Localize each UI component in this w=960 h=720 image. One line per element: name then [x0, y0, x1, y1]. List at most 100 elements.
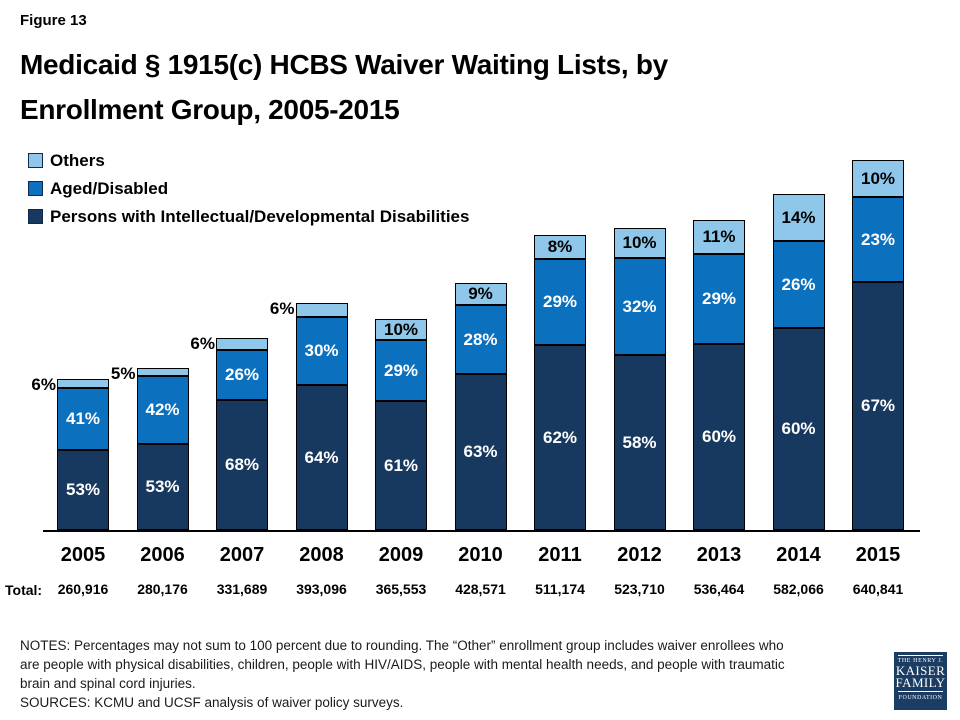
segment-2013-idd: 60%: [693, 344, 745, 530]
legend-swatch-aged-disabled-icon: [28, 181, 43, 196]
bar-column-2011: 8% 29% 62%: [534, 235, 586, 530]
legend-swatch-others-icon: [28, 153, 43, 168]
total-value-2005: 260,916: [57, 581, 109, 597]
bar-column-2006: 5% 42% 53%: [111, 364, 189, 530]
bar-2010: 9% 28% 63%: [454, 283, 507, 530]
notes-line: brain and spinal cord injuries.: [20, 676, 196, 691]
bar-2013: 11% 29% 60%: [693, 220, 745, 530]
page-title: Medicaid § 1915(c) HCBS Waiver Waiting L…: [20, 42, 668, 132]
figure-label: Figure 13: [20, 12, 87, 29]
segment-2005-others: [57, 379, 109, 388]
bar-column-2012: 10% 32% 58%: [613, 228, 666, 530]
notes-block: NOTES: Percentages may not sum to 100 pe…: [20, 636, 785, 712]
logo-line-henry: THE HENRY J.: [897, 658, 944, 664]
segment-2007-others: [216, 338, 268, 350]
segment-2009-aged-disabled: 29%: [375, 340, 427, 401]
total-value-2007: 331,689: [216, 581, 268, 597]
segment-2011-idd: 62%: [534, 345, 586, 530]
segment-2006-aged-disabled: 42%: [136, 376, 189, 444]
year-label-2006: 2006: [140, 544, 185, 566]
segment-2007-idd: 68%: [216, 400, 268, 530]
title-line-1: Medicaid § 1915(c) HCBS Waiver Waiting L…: [20, 49, 668, 80]
legend-item-others: Others: [28, 151, 469, 170]
bar-2007: 26% 68%: [216, 338, 268, 530]
logo-line-family: FAMILY: [895, 675, 946, 690]
outside-label-2008: 6%: [269, 299, 295, 318]
total-value-2008: 393,096: [296, 581, 347, 597]
x-axis-labels: 2005 2006 2007 2008 2009 2010 2011 2012 2013 2014…: [43, 544, 920, 567]
bar-2005: 41% 53%: [57, 379, 109, 530]
segment-2010-idd: 63%: [454, 374, 507, 530]
segment-2008-idd: 64%: [295, 385, 348, 530]
year-label-2009: 2009: [378, 544, 424, 566]
segment-2013-others: 11%: [693, 220, 745, 254]
total-value-2011: 511,174: [535, 581, 585, 597]
year-label-2014: 2014: [776, 544, 821, 566]
legend-swatch-idd-icon: [28, 209, 43, 224]
outside-label-2006: 5%: [110, 364, 136, 383]
total-value-2015: 640,841: [852, 581, 904, 597]
segment-2015-aged-disabled: 23%: [852, 197, 904, 282]
total-value-2010: 428,571: [455, 581, 506, 597]
segment-2014-aged-disabled: 26%: [772, 241, 825, 328]
title-line-2: Enrollment Group, 2005-2015: [20, 94, 400, 125]
bar-column-2015: 10% 23% 67%: [852, 160, 904, 530]
total-value-2014: 582,066: [773, 581, 824, 597]
bar-2008: 30% 64%: [295, 303, 348, 530]
bar-column-2009: 10% 29% 61%: [375, 319, 427, 530]
legend-item-idd: Persons with Intellectual/Developmental …: [28, 207, 469, 226]
bar-column-2008: 6% 30% 64%: [270, 299, 348, 530]
segment-2015-others: 10%: [852, 160, 904, 197]
bar-2012: 10% 32% 58%: [613, 228, 666, 530]
legend-item-aged-disabled: Aged/Disabled: [28, 179, 469, 198]
total-value-2012: 523,710: [614, 581, 665, 597]
year-label-2015: 2015: [855, 544, 901, 566]
logo-line-kaiser: KAISER: [895, 663, 946, 678]
stacked-bar-chart: 6% 41% 53% 5% 42% 53% 6% 26% 68% 6% 30% 64% 10% 29% 61…: [5, 158, 920, 598]
segment-2011-aged-disabled: 29%: [534, 259, 586, 345]
year-label-2007: 2007: [219, 544, 265, 566]
legend-label-aged-disabled: Aged/Disabled: [50, 178, 169, 198]
segment-2012-others: 10%: [613, 228, 666, 258]
segment-2012-idd: 58%: [613, 355, 666, 530]
totals-row: Total: 260,916 280,176 331,689 393,096 365,5…: [5, 581, 920, 598]
logo-line-foundation: FOUNDATION: [898, 695, 943, 701]
year-label-2012: 2012: [617, 544, 662, 566]
segment-2005-idd: 53%: [57, 450, 109, 530]
segment-2008-others: [295, 303, 348, 317]
segment-2010-others: 9%: [454, 283, 507, 305]
chart-legend: Others Aged/Disabled Persons with Intellec…: [28, 151, 469, 235]
segment-2009-others: 10%: [375, 319, 427, 340]
year-label-2011: 2011: [538, 544, 582, 566]
segment-2005-aged-disabled: 41%: [57, 388, 109, 450]
legend-label-others: Others: [50, 150, 105, 170]
total-label: Total:: [5, 582, 43, 598]
kff-foundation-logo: THE HENRY J. KAISER FAMILY FOUNDATION: [894, 652, 947, 710]
segment-2010-aged-disabled: 28%: [454, 305, 507, 374]
total-value-2009: 365,553: [375, 581, 427, 597]
segment-2015-idd: 67%: [852, 282, 904, 530]
bar-2006: 42% 53%: [136, 368, 189, 530]
segment-2006-idd: 53%: [136, 444, 189, 530]
total-value-2006: 280,176: [137, 581, 188, 597]
outside-label-2007: 6%: [190, 334, 215, 353]
year-label-2008: 2008: [299, 544, 344, 566]
year-label-2013: 2013: [696, 544, 742, 566]
notes-line: NOTES: Percentages may not sum to 100 pe…: [20, 638, 784, 653]
segment-2007-aged-disabled: 26%: [216, 350, 268, 400]
total-value-2013: 536,464: [693, 581, 745, 597]
segment-2006-others: [136, 368, 189, 376]
logo-rule-bottom: [898, 691, 943, 692]
segment-2012-aged-disabled: 32%: [613, 258, 666, 355]
outside-label-2005: 6%: [31, 375, 56, 394]
year-label-2010: 2010: [458, 544, 503, 566]
segment-2013-aged-disabled: 29%: [693, 254, 745, 344]
bar-2009: 10% 29% 61%: [375, 319, 427, 530]
notes-line: are people with physical disabilities, c…: [20, 657, 785, 672]
segment-2009-idd: 61%: [375, 401, 427, 530]
bar-column-2010: 9% 28% 63%: [454, 283, 507, 530]
segment-2014-others: 14%: [772, 194, 825, 241]
plot-area: 6% 41% 53% 5% 42% 53% 6% 26% 68% 6% 30% 64% 10% 29% 61…: [31, 158, 920, 532]
bar-column-2014: 14% 26% 60%: [772, 194, 825, 530]
